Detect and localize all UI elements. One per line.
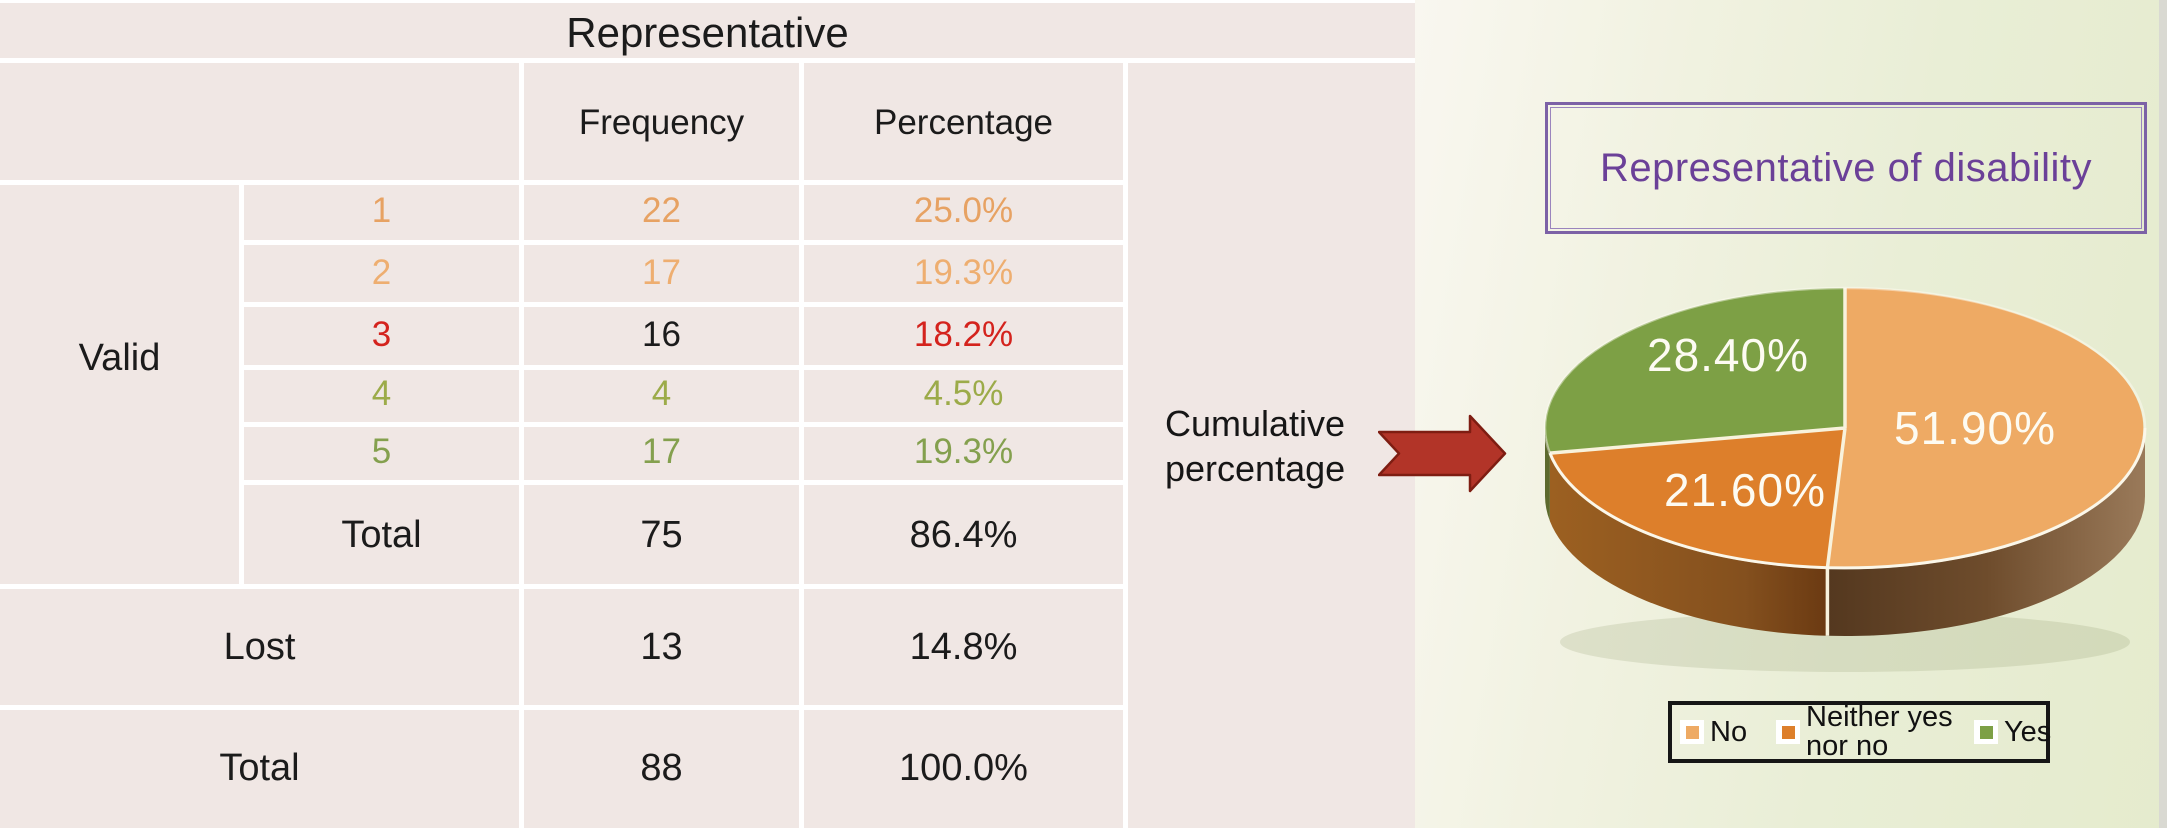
row-percentage: 18.2% xyxy=(913,315,1014,354)
cumulative-percentage-note: Cumulative percentage xyxy=(1165,401,1345,491)
row-label: 5 xyxy=(371,432,392,471)
pie-outline xyxy=(1543,286,2147,570)
pie-side-neither xyxy=(1549,453,1828,636)
row-percentage: 25.0% xyxy=(913,191,1014,230)
grid-line xyxy=(0,705,1128,710)
column-header-frequency: Frequency xyxy=(578,103,745,142)
legend-label-neither-line1: Neither yes xyxy=(1806,701,1953,733)
legend-label-neither: Neither yes nor no xyxy=(1806,703,1953,761)
grid-line xyxy=(0,58,1415,63)
legend-swatch-tile xyxy=(1974,720,1998,744)
chart-title-box: Representative of disability xyxy=(1545,102,2147,234)
row-label: 1 xyxy=(371,191,392,230)
grid-line xyxy=(242,302,1128,307)
grid-line xyxy=(239,185,244,584)
row-label: 4 xyxy=(371,374,392,413)
legend-swatch-tile xyxy=(1680,720,1704,744)
legend-item-yes: Yes xyxy=(1974,705,2051,759)
grid-line xyxy=(242,240,1128,245)
pie-shadow xyxy=(1560,612,2130,672)
yes-swatch-icon xyxy=(1979,725,1993,739)
row-frequency: 22 xyxy=(642,191,681,230)
cumulative-arrow-icon xyxy=(1378,414,1507,493)
legend-label-no: No xyxy=(1710,715,1748,748)
lost-frequency: 13 xyxy=(640,626,683,668)
row-frequency: 17 xyxy=(642,253,681,292)
no-swatch-icon xyxy=(1685,725,1699,739)
lost-label: Lost xyxy=(223,626,296,668)
valid-total-percentage: 86.4% xyxy=(909,514,1018,556)
cumulative-percentage-line1: Cumulative xyxy=(1165,403,1346,444)
page-edge-strip xyxy=(2159,0,2167,828)
chart-title-frame: Representative of disability xyxy=(1550,107,2142,229)
pie-label-yes: 28.40% xyxy=(1647,329,1809,381)
row-frequency: 4 xyxy=(651,374,672,413)
pie-slice-neither xyxy=(1549,428,1845,568)
valid-label: Valid xyxy=(78,337,161,379)
row-percentage: 19.3% xyxy=(913,253,1014,292)
grid-line xyxy=(242,480,1128,485)
table-title: Representative xyxy=(566,9,849,56)
pie-side-yes xyxy=(1545,428,1550,522)
total-percentage: 100.0% xyxy=(899,747,1028,789)
legend-item-no: No xyxy=(1680,705,1747,759)
total-label: Total xyxy=(219,747,300,789)
frequency-table: Representative Frequency Percentage Vali… xyxy=(0,0,1415,828)
row-percentage: 19.3% xyxy=(913,432,1014,471)
valid-total-label: Total xyxy=(341,514,422,556)
pie-slice-no xyxy=(1827,288,2144,568)
grid-line xyxy=(0,180,1128,185)
total-frequency: 88 xyxy=(640,747,683,789)
legend-label-neither-line2: nor no xyxy=(1806,730,1889,762)
row-label: 3 xyxy=(371,315,392,354)
neither-swatch-icon xyxy=(1781,725,1795,739)
valid-total-frequency: 75 xyxy=(640,514,683,556)
grid-line xyxy=(799,63,804,828)
pie-label-no: 51.90% xyxy=(1894,402,2056,454)
legend-item-neither: Neither yes nor no xyxy=(1776,703,1953,761)
row-frequency: 17 xyxy=(642,432,681,471)
row-frequency: 16 xyxy=(642,315,681,354)
row-label: 2 xyxy=(371,253,392,292)
grid-line xyxy=(0,584,1128,589)
pie-label-neither: 21.60% xyxy=(1664,464,1826,516)
pie-legend: No Neither yes nor no Yes xyxy=(1668,701,2051,763)
chart-title: Representative of disability xyxy=(1599,145,2093,190)
lost-percentage: 14.8% xyxy=(909,626,1018,668)
grid-line xyxy=(519,63,524,828)
row-percentage: 4.5% xyxy=(923,374,1004,413)
column-header-percentage: Percentage xyxy=(873,103,1054,142)
pie-front-edge xyxy=(1548,427,2147,570)
grid-line xyxy=(1123,63,1128,828)
legend-swatch-tile xyxy=(1776,720,1800,744)
legend-label-yes: Yes xyxy=(2004,715,2052,748)
pie-slice-yes xyxy=(1545,288,1845,454)
pie-chart: 28.40% 51.90% 21.60% xyxy=(1543,286,2147,672)
pie-chart-panel: Representative of disability xyxy=(1415,0,2167,828)
grid-line xyxy=(242,422,1128,427)
pie-side-no xyxy=(1827,428,2145,637)
grid-line xyxy=(242,365,1128,370)
cumulative-percentage-line2: percentage xyxy=(1165,448,1346,489)
